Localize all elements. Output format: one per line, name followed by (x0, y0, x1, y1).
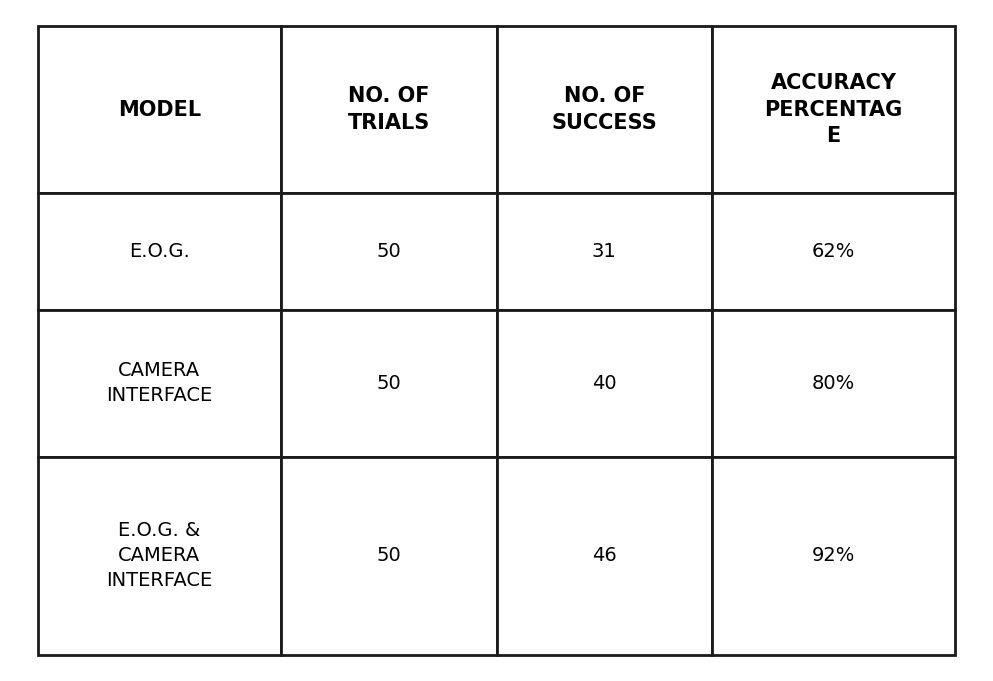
Bar (281, 26, 496, 193)
Bar (38, 193, 281, 310)
Bar (712, 193, 955, 310)
Text: 92%: 92% (812, 546, 855, 565)
Text: 50: 50 (376, 546, 401, 565)
Bar (38, 457, 281, 655)
Bar (281, 457, 496, 655)
Text: 50: 50 (376, 374, 401, 393)
Text: E.O.G.: E.O.G. (129, 242, 190, 261)
Bar (496, 26, 712, 193)
Bar (496, 457, 712, 655)
Text: MODEL: MODEL (118, 99, 201, 120)
Bar (712, 310, 955, 457)
Text: 62%: 62% (812, 242, 855, 261)
Bar (38, 26, 281, 193)
Text: 40: 40 (592, 374, 617, 393)
Bar (712, 26, 955, 193)
Text: 50: 50 (376, 242, 401, 261)
Text: CAMERA
INTERFACE: CAMERA INTERFACE (106, 361, 213, 405)
Text: E.O.G. &
CAMERA
INTERFACE: E.O.G. & CAMERA INTERFACE (106, 522, 213, 590)
Text: ACCURACY
PERCENTAG
E: ACCURACY PERCENTAG E (765, 74, 903, 146)
Text: NO. OF
TRIALS: NO. OF TRIALS (348, 86, 430, 133)
Bar (281, 310, 496, 457)
Text: NO. OF
SUCCESS: NO. OF SUCCESS (551, 86, 657, 133)
Bar (496, 193, 712, 310)
Text: 31: 31 (592, 242, 617, 261)
Bar (38, 310, 281, 457)
Text: 46: 46 (592, 546, 617, 565)
Text: 80%: 80% (812, 374, 855, 393)
Bar (281, 193, 496, 310)
Bar (712, 457, 955, 655)
Bar (496, 310, 712, 457)
